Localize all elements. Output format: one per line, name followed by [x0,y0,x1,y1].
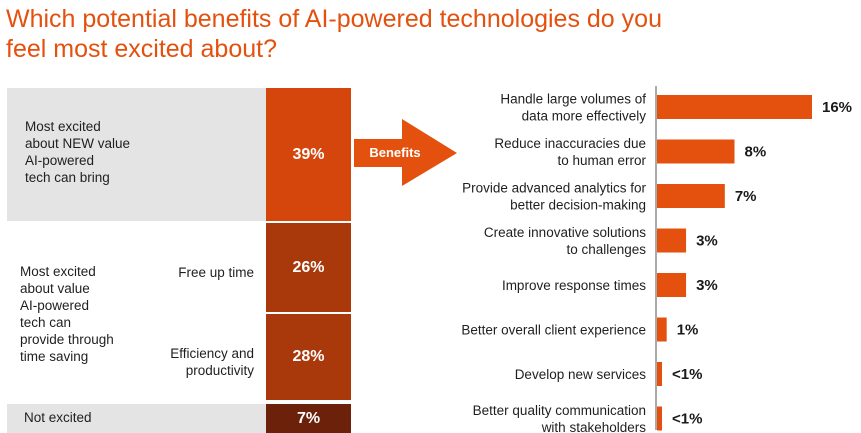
category-label-line: Create innovative solutions [484,225,646,240]
category-label: Reduce inaccuracies due to human error [494,136,646,168]
not-excited-panel [7,404,266,433]
category-label-line: Develop new services [515,367,647,382]
bar [657,228,687,253]
new-value-percent-block: 39% [266,88,351,221]
title-line-1: Which potential benefits of AI-powered t… [6,5,662,33]
bar-value-label: 3% [696,233,718,250]
new-value-panel [7,88,266,221]
arrow-label: Benefits [369,145,421,160]
chart-title: Which potential benefits of AI-powered t… [6,4,846,64]
arrow-shape [354,119,457,186]
free-up-time-label: Free up time [178,265,254,280]
category-label: Better overall client experience [461,323,646,338]
category-label-line: with stakeholders [541,420,647,433]
category-label-line: Provide advanced analytics for [462,181,646,196]
category-label: Handle large volumes of data more effecti… [500,92,646,124]
bar [657,273,687,297]
efficiency-percent: 28% [292,348,325,365]
time-saving-label: Most excited about value AI-powered tech… [20,264,114,364]
category-label-line: Reduce inaccuracies due [494,136,646,151]
bar [657,317,667,342]
title-line-2: feel most excited about? [6,35,277,63]
efficiency-label: Efficiency and productivity [170,346,254,378]
bar-value-label: 8% [745,144,767,161]
bar-value-label: 1% [677,322,699,339]
category-label: Provide advanced analytics for better dec… [462,181,646,213]
bar [657,184,725,208]
efficiency-percent-block: 28% [266,314,351,400]
category-label-line: to challenges [566,242,646,257]
category-label-line: data more effectively [522,109,647,124]
not-excited-label: Not excited [24,410,92,425]
category-label-line: Better overall client experience [461,323,646,338]
benefits-arrow [354,119,457,186]
category-label: Develop new services [515,367,647,382]
category-label-line: Better quality communication [473,403,646,418]
not-excited-percent: 7% [296,409,321,427]
bar [657,362,662,386]
new-value-percent: 39% [292,145,325,163]
new-value-label: Most excited about NEW value AI-powered … [25,119,131,185]
bar-value-label: 7% [735,188,757,205]
category-label-line: to human error [557,153,646,168]
bar-value-label: <1% [672,366,702,383]
bar [657,139,735,164]
category-label-line: Improve response times [502,278,646,293]
category-label-line: better decision-making [510,198,646,213]
bar-value-label: 3% [696,277,718,294]
free-up-time-percent: 26% [292,258,325,276]
category-label: Improve response times [502,278,646,293]
bar-value-label: 16% [822,99,852,116]
bar-value-label: <1% [672,411,702,428]
category-label: Better quality communication with stakeho… [473,403,647,433]
category-label: Create innovative solutions to challenges [484,225,646,257]
not-excited-percent-block: 7% [266,404,351,433]
free-up-time-percent-block: 26% [266,223,351,312]
bar [657,95,812,119]
bar [657,406,662,431]
category-label-line: Handle large volumes of [500,92,646,107]
